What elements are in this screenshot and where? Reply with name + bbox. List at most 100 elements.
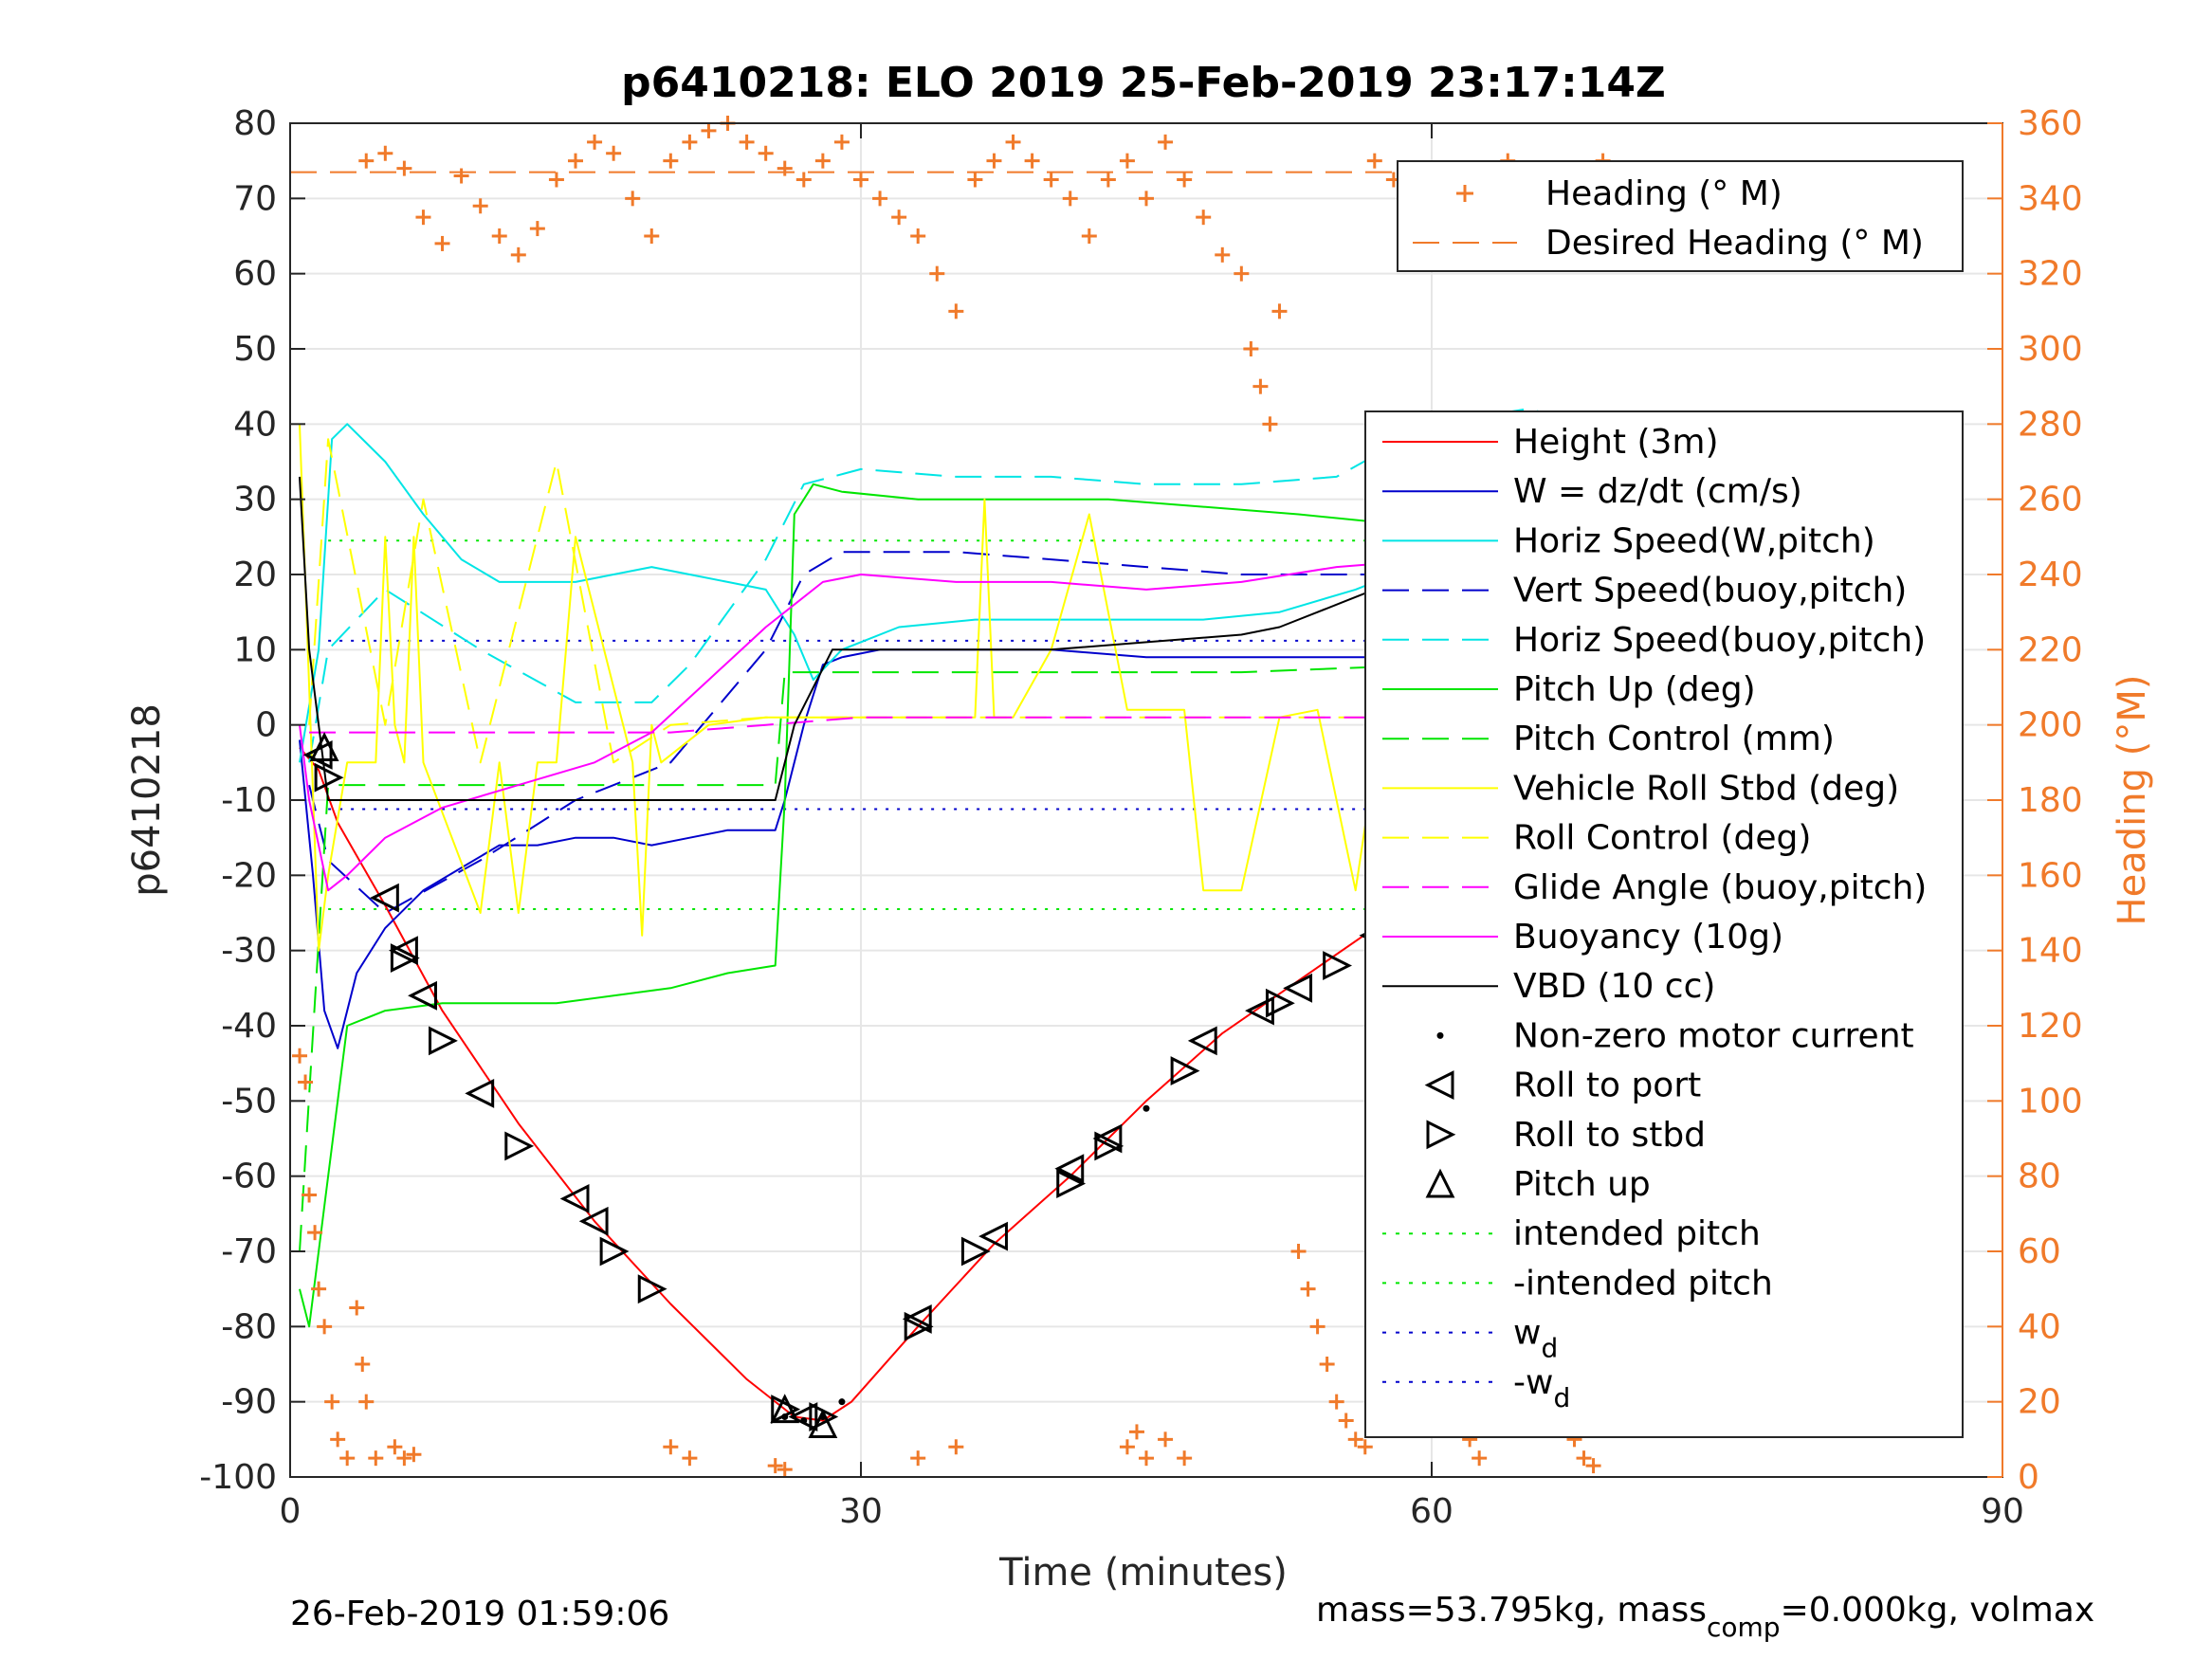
motor-current-dot	[838, 1398, 846, 1406]
y-axis-label: p6410218	[125, 703, 169, 897]
x-tick-label: 0	[280, 1492, 302, 1531]
y-tick-label: 30	[233, 481, 277, 520]
heading-point	[644, 228, 660, 244]
heading-point	[1290, 1244, 1307, 1259]
heading-point	[682, 134, 698, 150]
legend-label: Pitch Up (deg)	[1513, 670, 1756, 709]
roll-to-port-marker	[1187, 1026, 1217, 1056]
heading-point	[355, 1357, 371, 1372]
y-ticks: 80 70 60 50 40 30 20 10 0 -10 -20 -30 -40 -50 -60 -70 -8…	[199, 104, 305, 1497]
roll-to-stbd-marker	[637, 1274, 667, 1304]
y-axis-label-right: Heading (°M)	[2111, 675, 2154, 926]
heading-point	[1347, 1431, 1363, 1448]
legend-label: Heading (° M)	[1545, 174, 1782, 213]
x-tick-label: 60	[1410, 1492, 1453, 1531]
heading-point	[739, 134, 755, 150]
heading-point	[491, 228, 507, 244]
heading-point	[317, 1319, 333, 1335]
y-tick-label-right: 100	[2018, 1082, 2083, 1121]
heading-point	[1234, 265, 1250, 282]
y-tick-label: -10	[221, 781, 277, 820]
heading-point	[1158, 134, 1174, 150]
y-tick-label: -60	[221, 1158, 277, 1196]
roll-to-port-marker	[1283, 973, 1313, 1003]
heading-point	[1177, 1450, 1193, 1467]
main-legend-item: Non-zero motor current	[1436, 1016, 1914, 1055]
heading-point	[1128, 1424, 1144, 1440]
heading-point	[1366, 153, 1382, 169]
series-line-1	[299, 633, 1614, 1049]
roll-to-port-marker	[1245, 995, 1274, 1026]
heading-point	[302, 1187, 318, 1203]
main-legend-item: Roll to stbd	[1426, 1116, 1706, 1155]
heading-point	[1271, 303, 1288, 319]
roll-to-stbd-marker	[599, 1236, 630, 1267]
heading-point	[986, 153, 1002, 169]
y-tick-label: -90	[221, 1383, 277, 1422]
heading-point	[453, 168, 469, 184]
main-legend-item: intended pitch	[1382, 1214, 1761, 1253]
main-legend-item: W = dz/dt (cm/s)	[1382, 472, 1802, 511]
y-tick-label-right: 220	[2018, 630, 2083, 669]
heading-legend-item: Heading (° M)	[1456, 174, 1782, 213]
roll-to-stbd-marker	[960, 1236, 991, 1267]
heading-point	[368, 1450, 384, 1467]
footer-mass-text: mass=53.795kg, mass	[1316, 1591, 1707, 1630]
x-tick-label: 90	[1981, 1492, 2024, 1531]
legend-label-text: w	[1513, 1314, 1541, 1353]
legend-label-text: Roll to port	[1513, 1066, 1701, 1105]
main-legend-item: Horiz Speed(buoy,pitch)	[1382, 621, 1926, 660]
heading-point	[872, 191, 888, 207]
y-tick-label: -20	[221, 856, 277, 895]
heading-point	[663, 153, 679, 169]
heading-point	[330, 1431, 346, 1448]
main-legend-item: Pitch Control (mm)	[1382, 720, 1835, 758]
footer-mass-sub: comp	[1707, 1612, 1781, 1643]
y-tick-label: -70	[221, 1232, 277, 1271]
legend-label: Buoyancy (10g)	[1513, 918, 1783, 957]
heading-point	[396, 160, 412, 176]
legend-label-text: Horiz Speed(W,pitch)	[1513, 521, 1875, 560]
heading-point	[396, 1450, 412, 1467]
legend-label-text: W = dz/dt (cm/s)	[1513, 472, 1802, 511]
legend-label-text: Pitch Control (mm)	[1513, 720, 1835, 758]
y-tick-label: -100	[199, 1458, 277, 1497]
heading-point	[298, 1074, 314, 1090]
legend-label-text: Horiz Speed(buoy,pitch)	[1513, 621, 1926, 660]
y-tick-label: -30	[221, 932, 277, 971]
legend-label: Roll to port	[1513, 1066, 1701, 1105]
roll-to-port-marker	[465, 1078, 495, 1108]
legend-label-text: Buoyancy (10g)	[1513, 918, 1783, 957]
footer-mass: mass=53.795kg, masscomp=0.000kg, volmax	[1316, 1591, 2094, 1643]
legend-label: Pitch Control (mm)	[1513, 720, 1835, 758]
motor-current-dot	[800, 1417, 808, 1424]
heading-point	[795, 172, 812, 188]
heading-point	[663, 1439, 679, 1455]
series-line-4	[308, 408, 1603, 763]
y-tick-label: 0	[255, 706, 277, 745]
heading-point	[814, 153, 831, 169]
y-tick-label: 60	[233, 255, 277, 294]
heading-point	[1338, 1413, 1354, 1429]
heading-point	[510, 246, 526, 263]
y-tick-label-right: 60	[2018, 1232, 2061, 1271]
roll-to-stbd-marker	[314, 762, 344, 793]
heading-point	[568, 153, 583, 169]
heading-point	[1043, 172, 1059, 188]
legend-label-text: Pitch Up (deg)	[1513, 670, 1756, 709]
y-tick-label-right: 260	[2018, 481, 2083, 520]
main-legend-item: Horiz Speed(W,pitch)	[1382, 521, 1875, 560]
y-tick-label-right: 300	[2018, 330, 2083, 369]
y-ticks-right: 3603403203002802602402202001801601401201…	[1987, 104, 2083, 1497]
y-tick-label: -80	[221, 1307, 277, 1346]
y-tick-label-right: 0	[2018, 1458, 2039, 1497]
heading-point	[1576, 1450, 1592, 1467]
heading-point	[472, 198, 488, 214]
legend-label-text: Vert Speed(buoy,pitch)	[1513, 572, 1907, 611]
heading-point	[406, 1447, 422, 1463]
heading-point	[606, 145, 622, 161]
y-tick-label-right: 280	[2018, 405, 2083, 444]
heading-point	[1119, 153, 1135, 169]
heading-point	[1243, 341, 1259, 356]
